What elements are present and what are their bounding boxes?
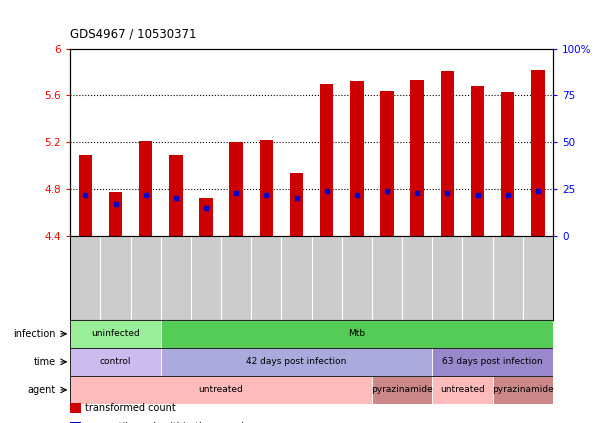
Text: untreated: untreated xyxy=(199,385,243,394)
Bar xyxy=(470,86,485,236)
Bar xyxy=(372,376,433,404)
Text: 42 days post infection: 42 days post infection xyxy=(246,357,346,366)
Text: GDS4967 / 10530371: GDS4967 / 10530371 xyxy=(70,27,197,40)
Text: transformed count: transformed count xyxy=(85,403,176,413)
Bar xyxy=(70,348,161,376)
Bar xyxy=(433,376,492,404)
Bar xyxy=(79,155,92,236)
Bar xyxy=(320,84,334,236)
Text: agent: agent xyxy=(27,385,56,395)
Text: Mtb: Mtb xyxy=(348,330,365,338)
Text: pyrazinamide: pyrazinamide xyxy=(371,385,433,394)
Text: time: time xyxy=(34,357,56,367)
Bar xyxy=(380,91,394,236)
Bar xyxy=(199,198,213,236)
Bar xyxy=(161,320,553,348)
Text: uninfected: uninfected xyxy=(91,330,140,338)
Bar xyxy=(139,141,153,236)
Text: infection: infection xyxy=(13,329,56,339)
Text: control: control xyxy=(100,357,131,366)
Bar xyxy=(531,70,544,236)
Bar xyxy=(290,173,303,236)
Bar xyxy=(70,376,372,404)
Bar xyxy=(161,348,433,376)
Bar xyxy=(260,140,273,236)
Bar xyxy=(492,376,553,404)
Text: percentile rank within the sample: percentile rank within the sample xyxy=(85,422,250,423)
Bar xyxy=(350,81,364,236)
Bar xyxy=(70,320,161,348)
Bar xyxy=(229,142,243,236)
Bar xyxy=(501,92,514,236)
Bar xyxy=(109,192,122,236)
Bar xyxy=(411,80,424,236)
Bar xyxy=(169,155,183,236)
Text: 63 days post infection: 63 days post infection xyxy=(442,357,543,366)
Bar xyxy=(433,348,553,376)
Bar xyxy=(441,71,454,236)
Text: untreated: untreated xyxy=(440,385,485,394)
Text: pyrazinamide: pyrazinamide xyxy=(492,385,554,394)
